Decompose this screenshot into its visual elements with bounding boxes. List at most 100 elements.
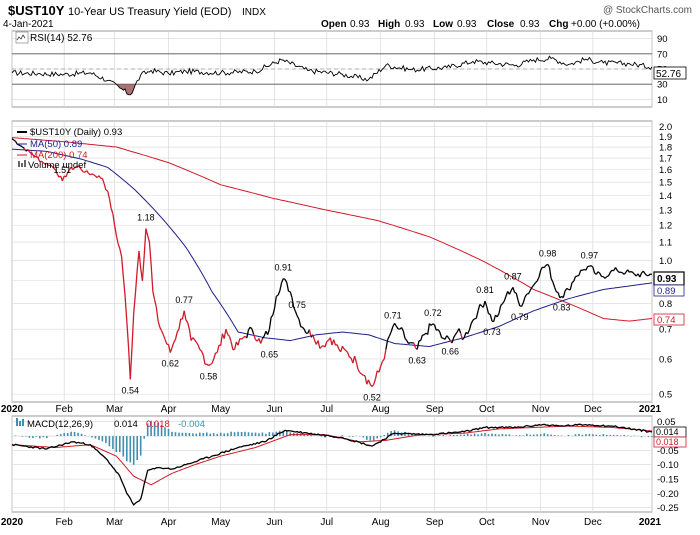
macd-histogram-bar — [199, 433, 201, 437]
macd-histogram-bar — [227, 433, 229, 436]
legend-ma50: MA(50) 0.89 — [30, 139, 82, 150]
rsi-y-tick: 10 — [657, 95, 668, 106]
price-line-segment — [440, 332, 442, 338]
macd-histogram-bar — [116, 436, 118, 452]
macd-histogram-bar — [589, 434, 591, 436]
legend-volume: Volume undef — [28, 160, 86, 171]
price-line-segment — [118, 244, 120, 249]
macd-histogram-bar — [203, 433, 205, 436]
watermark: @ StockCharts.com — [603, 5, 692, 16]
macd-histogram-bar — [613, 435, 615, 436]
price-line-segment — [372, 385, 374, 387]
macd-histogram-bar — [15, 436, 17, 437]
price-line-segment — [534, 283, 536, 286]
x-tick-label: Mar — [106, 404, 124, 415]
price-annotation: 0.58 — [200, 372, 218, 382]
price-annotation: 1.18 — [137, 213, 155, 223]
x-tick-label: Aug — [372, 517, 390, 528]
high-label: High — [378, 19, 400, 30]
macd-histogram-bar — [439, 435, 441, 436]
price-line-segment — [90, 174, 92, 175]
macd-histogram-bar — [102, 436, 104, 441]
price-line-segment — [102, 178, 104, 183]
price-line-segment — [87, 171, 89, 174]
price-line-segment — [388, 336, 390, 339]
macd-histogram-bar — [140, 436, 142, 456]
macd-y-tick: -0.25 — [657, 503, 679, 514]
low-value: 0.93 — [457, 19, 477, 30]
macd-histogram-bar — [533, 435, 535, 437]
macd-histogram-bar — [481, 433, 483, 436]
price-line-segment — [111, 208, 113, 214]
price-line-segment — [374, 379, 376, 385]
price-line-segment — [243, 336, 245, 337]
open-label: Open — [321, 19, 347, 30]
price-y-tick: 0.8 — [659, 299, 672, 310]
price-line-segment — [99, 176, 101, 179]
price-line-segment — [254, 334, 256, 339]
price-line-segment — [628, 270, 630, 273]
macd-histogram-bar — [456, 435, 458, 436]
macd-histogram-bar — [210, 434, 212, 436]
price-line-segment — [226, 329, 228, 334]
macd-histogram-bar — [248, 432, 250, 436]
price-line-segment — [497, 313, 499, 317]
price-line-segment — [108, 191, 110, 198]
price-line-segment — [551, 278, 553, 282]
price-line-segment — [529, 290, 531, 294]
price-line-segment — [142, 256, 144, 281]
price-line-segment — [629, 272, 631, 273]
price-y-tick: 1.5 — [659, 178, 672, 189]
price-line-segment — [449, 338, 451, 341]
macd-histogram-bar — [488, 434, 490, 436]
price-line-segment — [421, 335, 423, 341]
price-line-segment — [289, 291, 291, 292]
macd-histogram-bar — [77, 433, 79, 436]
macd-histogram-bar — [387, 433, 389, 436]
macd-histogram-bar — [578, 434, 580, 436]
ma200-badge: 0.74 — [654, 314, 684, 326]
price-line-segment — [217, 345, 219, 352]
volume-icon — [18, 161, 20, 167]
price-line-segment — [598, 272, 600, 274]
x-tick-label: May — [211, 517, 230, 528]
macd-histogram-bar — [81, 434, 83, 436]
price-line-segment — [228, 335, 230, 337]
macd-histogram-bar — [95, 436, 97, 438]
price-line-segment — [442, 338, 444, 339]
macd-histogram-bar — [25, 436, 27, 437]
macd-histogram-bar — [536, 434, 538, 436]
macd-histogram-bar — [648, 436, 650, 437]
x-tick-label: May — [211, 404, 230, 415]
macd-panel-frame — [12, 416, 652, 512]
price-line-segment — [544, 265, 546, 267]
price-annotation: 0.97 — [581, 250, 599, 260]
price-line-segment — [297, 316, 299, 319]
price-line-segment — [468, 330, 470, 334]
price-line-segment — [153, 292, 155, 300]
price-line-segment — [92, 174, 94, 175]
price-line-segment — [269, 317, 271, 329]
macd-histogram-bar — [272, 433, 274, 437]
price-line-segment — [196, 342, 198, 345]
price-line-segment — [452, 338, 454, 344]
macd-histogram-bar — [630, 436, 632, 437]
macd-histogram-bar — [370, 436, 372, 440]
price-line-segment — [499, 306, 501, 314]
price-line-segment — [148, 236, 150, 242]
price-line-segment — [475, 318, 477, 319]
price-line-segment — [231, 342, 233, 350]
price-line-segment — [572, 281, 574, 282]
price-line-segment — [224, 329, 226, 338]
price-line-segment — [513, 287, 515, 292]
macd-histogram-bar — [575, 434, 577, 436]
macd-histogram-bar — [641, 436, 643, 437]
price-line-segment — [19, 145, 21, 146]
price-line-segment — [476, 311, 478, 319]
macd-y-tick: -0.20 — [657, 489, 679, 500]
price-line-segment — [582, 269, 584, 270]
price-y-tick: 1.7 — [659, 154, 672, 165]
macd-histogram-bar — [314, 436, 316, 437]
macd-histogram-bar — [91, 436, 93, 437]
price-line-segment — [417, 341, 419, 350]
